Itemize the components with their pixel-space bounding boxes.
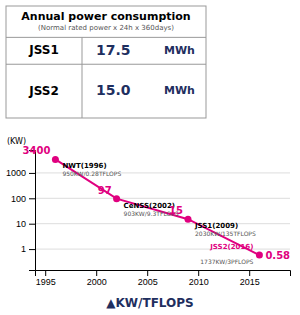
footer: ▲KW/TFLOPS [106, 296, 193, 310]
x-tick-mark [147, 270, 148, 276]
chart-root: Annual power consumption(Normal rated po… [0, 0, 300, 315]
y-tick: 10 [16, 219, 35, 229]
x-tick-mark [96, 270, 97, 276]
point-name: CeNSS(2002) [124, 202, 175, 210]
x-tick-label: 2005 [138, 277, 158, 287]
y-tick-mark [29, 198, 35, 199]
y-tick-mark [29, 224, 35, 225]
table-row-label: JSS2 [28, 84, 59, 98]
point-name: JSS2(2016) [209, 243, 253, 251]
y-tick-mark [29, 173, 35, 174]
y-tick-label: 1000 [6, 168, 26, 178]
y-axis-line [29, 151, 36, 271]
grid-line [35, 198, 290, 199]
table-frame [6, 6, 206, 118]
series-point [256, 252, 263, 259]
table-rule [6, 64, 206, 65]
grid [35, 173, 290, 249]
table-value: 17.5 [96, 42, 131, 58]
point-detail: 1737KW/3PFLOPS [200, 258, 253, 265]
series-point [52, 156, 59, 163]
series-point [185, 216, 192, 223]
x-tick-mark [45, 270, 46, 276]
x-tick-mark [249, 270, 250, 276]
x-tick: 2015 [240, 270, 260, 287]
grid-line [35, 223, 290, 224]
data-label: 3400 [23, 145, 51, 156]
annotations: 3400 NWT(1996)950KW/0.28TFLOPS 97 CeNSS(200… [23, 145, 291, 265]
table-rule [82, 37, 83, 118]
table-unit: MWh [164, 84, 195, 97]
point-detail: 950KW/0.28TFLOPS [62, 170, 121, 177]
point-name: JSS1(2009) [194, 222, 238, 230]
data-label: 0.58 [265, 250, 290, 261]
x-axis-line [36, 271, 291, 277]
table: Annual power consumption(Normal rated po… [6, 6, 206, 118]
y-tick-label: 100 [11, 194, 26, 204]
x-tick-label: 2000 [87, 277, 107, 287]
x-tick: 2000 [87, 270, 107, 287]
table-rule [6, 37, 206, 38]
x-tick-label: 1995 [36, 277, 56, 287]
x-tick-label: 2015 [240, 277, 260, 287]
x-tick: 2005 [138, 270, 158, 287]
x-tick: 1995 [36, 270, 56, 287]
plot-area [52, 156, 263, 259]
point-detail: 2030KW/135TFLOPS [195, 230, 256, 237]
data-label: 97 [98, 185, 112, 196]
y-tick: 1 [21, 244, 35, 254]
y-tick: 1000 [6, 168, 35, 178]
table-title: Annual power consumption [21, 10, 190, 23]
table-subtitle: (Normal rated power x 24h x 360days) [38, 24, 174, 32]
table-unit: MWh [164, 44, 195, 57]
point-name: NWT(1996) [62, 162, 106, 170]
y-tick-label: 1 [21, 244, 26, 254]
series-line [55, 159, 259, 255]
x-tick-label: 2010 [189, 277, 209, 287]
y-tick-mark [29, 249, 35, 250]
series-point [113, 195, 120, 202]
y-tick: 100 [11, 194, 35, 204]
data-label: 15 [169, 205, 183, 216]
x-axis: 1995 2000 2005 2010 2015 [36, 270, 291, 287]
y-tick-label: 10 [16, 219, 26, 229]
x-tick-mark [198, 270, 199, 276]
table-row-label: JSS1 [28, 43, 59, 57]
x-tick: 2010 [189, 270, 209, 287]
y-axis: 1 10 100 1000 [6, 151, 36, 271]
table-value: 15.0 [96, 82, 131, 98]
